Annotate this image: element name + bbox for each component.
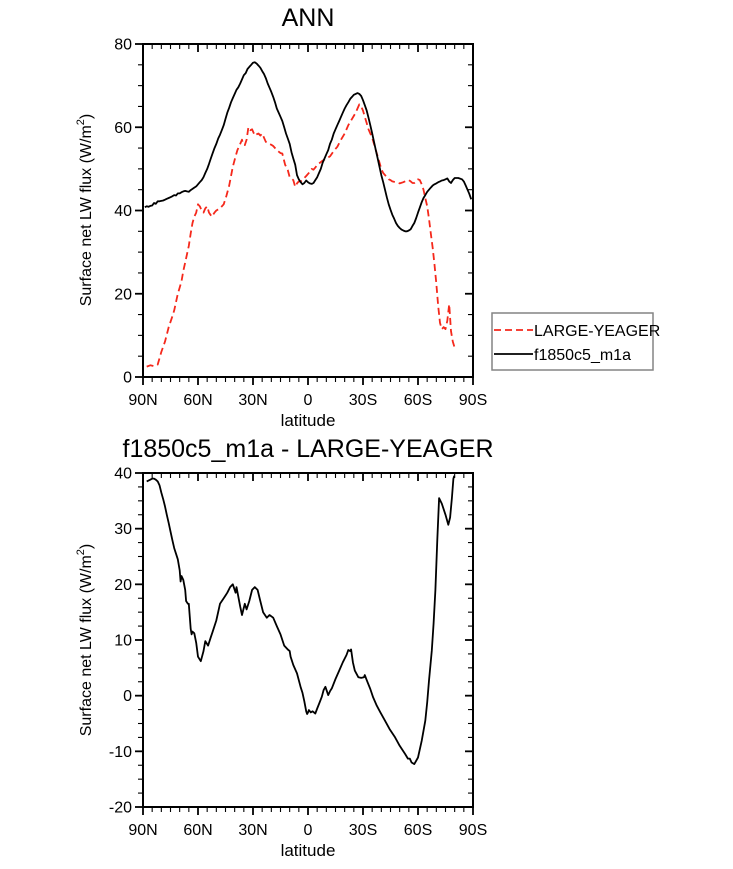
series-large-yeager [146, 103, 456, 368]
y-tick-label: -10 [109, 744, 132, 761]
bottom-chart-title: f1850c5_m1a - LARGE-YEAGER [123, 435, 494, 463]
y-tick-label: 80 [114, 37, 132, 54]
plot-frame [142, 472, 474, 808]
y-tick-label: 0 [123, 688, 132, 705]
legend-label-large-yeager: LARGE-YEAGER [534, 323, 660, 340]
y-tick-label: 40 [114, 203, 132, 220]
y-tick-label: 10 [114, 633, 132, 650]
y-tick-label: 20 [114, 286, 132, 303]
x-tick-label: 60S [404, 392, 432, 409]
bottom-chart-plot-area: 90N 60N 30N 0 30S 60S 90S -20 -10 0 10 20 30 40 [109, 466, 487, 840]
bottom-y-axis-label: Surface net LW flux (W/m2) [75, 544, 95, 737]
x-tick-label: 30N [238, 822, 267, 839]
legend-label-f1850c5-m1a: f1850c5_m1a [534, 347, 631, 364]
top-chart-title: ANN [282, 4, 335, 32]
legend: LARGE-YEAGER f1850c5_m1a [491, 312, 660, 371]
series-f1850c5-m1a [144, 61, 473, 233]
x-tick-label: 30S [349, 392, 377, 409]
y-tick-label: 40 [114, 466, 132, 483]
x-tick-label: 30N [238, 392, 267, 409]
x-tick-label: 90S [459, 822, 487, 839]
x-tick-label: 90N [128, 392, 157, 409]
x-tick-label: 60N [183, 392, 212, 409]
plot-frame [142, 43, 474, 378]
top-chart-plot-area: 90N 60N 30N 0 30S 60S 90S 0 20 40 60 80 [114, 37, 487, 410]
y-tick-label: 30 [114, 521, 132, 538]
legend-box [491, 312, 654, 371]
top-x-axis-label: latitude [281, 411, 336, 430]
bottom-x-axis-label: latitude [281, 841, 336, 860]
y-tick-label: 60 [114, 120, 132, 137]
x-tick-label: 60S [404, 822, 432, 839]
x-tick-label: 90N [128, 822, 157, 839]
x-tick-label: 60N [183, 822, 212, 839]
series-f1850c5-m1a-large-yeager [146, 475, 456, 765]
x-tick-label: 0 [304, 822, 313, 839]
y-tick-label: 0 [123, 370, 132, 387]
y-tick-label: 20 [114, 577, 132, 594]
x-tick-label: 30S [349, 822, 377, 839]
x-tick-label: 90S [459, 392, 487, 409]
x-tick-label: 0 [304, 392, 313, 409]
top-y-axis-label: Surface net LW flux (W/m2) [75, 114, 95, 307]
y-tick-label: -20 [109, 800, 132, 817]
